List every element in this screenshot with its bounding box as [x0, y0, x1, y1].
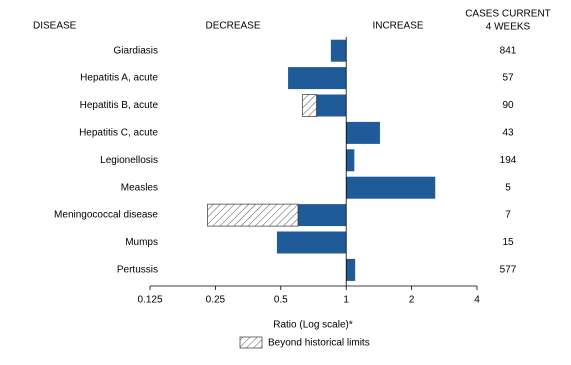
x-tick-label: 0.5	[274, 295, 288, 306]
bar	[346, 149, 355, 172]
y-tick-label: Hepatitis A, acute	[80, 73, 158, 84]
cases-value: 5	[505, 182, 511, 193]
cases-header: CASES CURRENT	[465, 9, 551, 20]
x-axis-label: Ratio (Log scale)*	[273, 320, 353, 331]
x-tick-label: 1	[343, 295, 349, 306]
cases-value: 90	[502, 100, 514, 111]
cases-value: 57	[502, 73, 514, 84]
x-tick-label: 2	[409, 295, 415, 306]
legend-swatch	[239, 336, 263, 349]
y-tick-label: Measles	[121, 182, 158, 193]
x-tick-label: 0.25	[206, 295, 226, 306]
cases-value: 194	[500, 155, 517, 166]
bar	[276, 231, 347, 254]
bar	[316, 94, 347, 117]
y-tick-label: Hepatitis B, acute	[80, 100, 159, 111]
legend-label: Beyond historical limits	[268, 338, 370, 349]
cases-value: 841	[500, 45, 517, 56]
cases-value: 577	[500, 265, 517, 276]
bar-beyond-limit	[207, 203, 299, 227]
y-tick-label: Giardiasis	[114, 45, 158, 56]
cases-header: 4 WEEKS	[486, 22, 531, 33]
cases-value: 43	[502, 128, 514, 139]
decrease-header: DECREASE	[205, 21, 260, 32]
bar	[298, 204, 347, 227]
y-tick-label: Legionellosis	[100, 155, 158, 166]
bar	[346, 258, 356, 281]
x-tick-label: 0.125	[137, 295, 162, 306]
bar-beyond-limit	[302, 94, 317, 117]
disease-header: DISEASE	[33, 21, 77, 32]
y-tick-label: Mumps	[125, 237, 158, 248]
bar	[330, 39, 347, 62]
bar	[346, 176, 436, 199]
increase-header: INCREASE	[372, 21, 423, 32]
bar	[288, 67, 347, 90]
y-tick-label: Pertussis	[117, 265, 158, 276]
cases-value: 7	[505, 210, 511, 221]
cases-value: 15	[502, 237, 514, 248]
bar	[346, 121, 380, 144]
y-tick-label: Meningococcal disease	[54, 210, 158, 221]
y-tick-label: Hepatitis C, acute	[79, 128, 158, 139]
x-tick-label: 4	[474, 295, 480, 306]
